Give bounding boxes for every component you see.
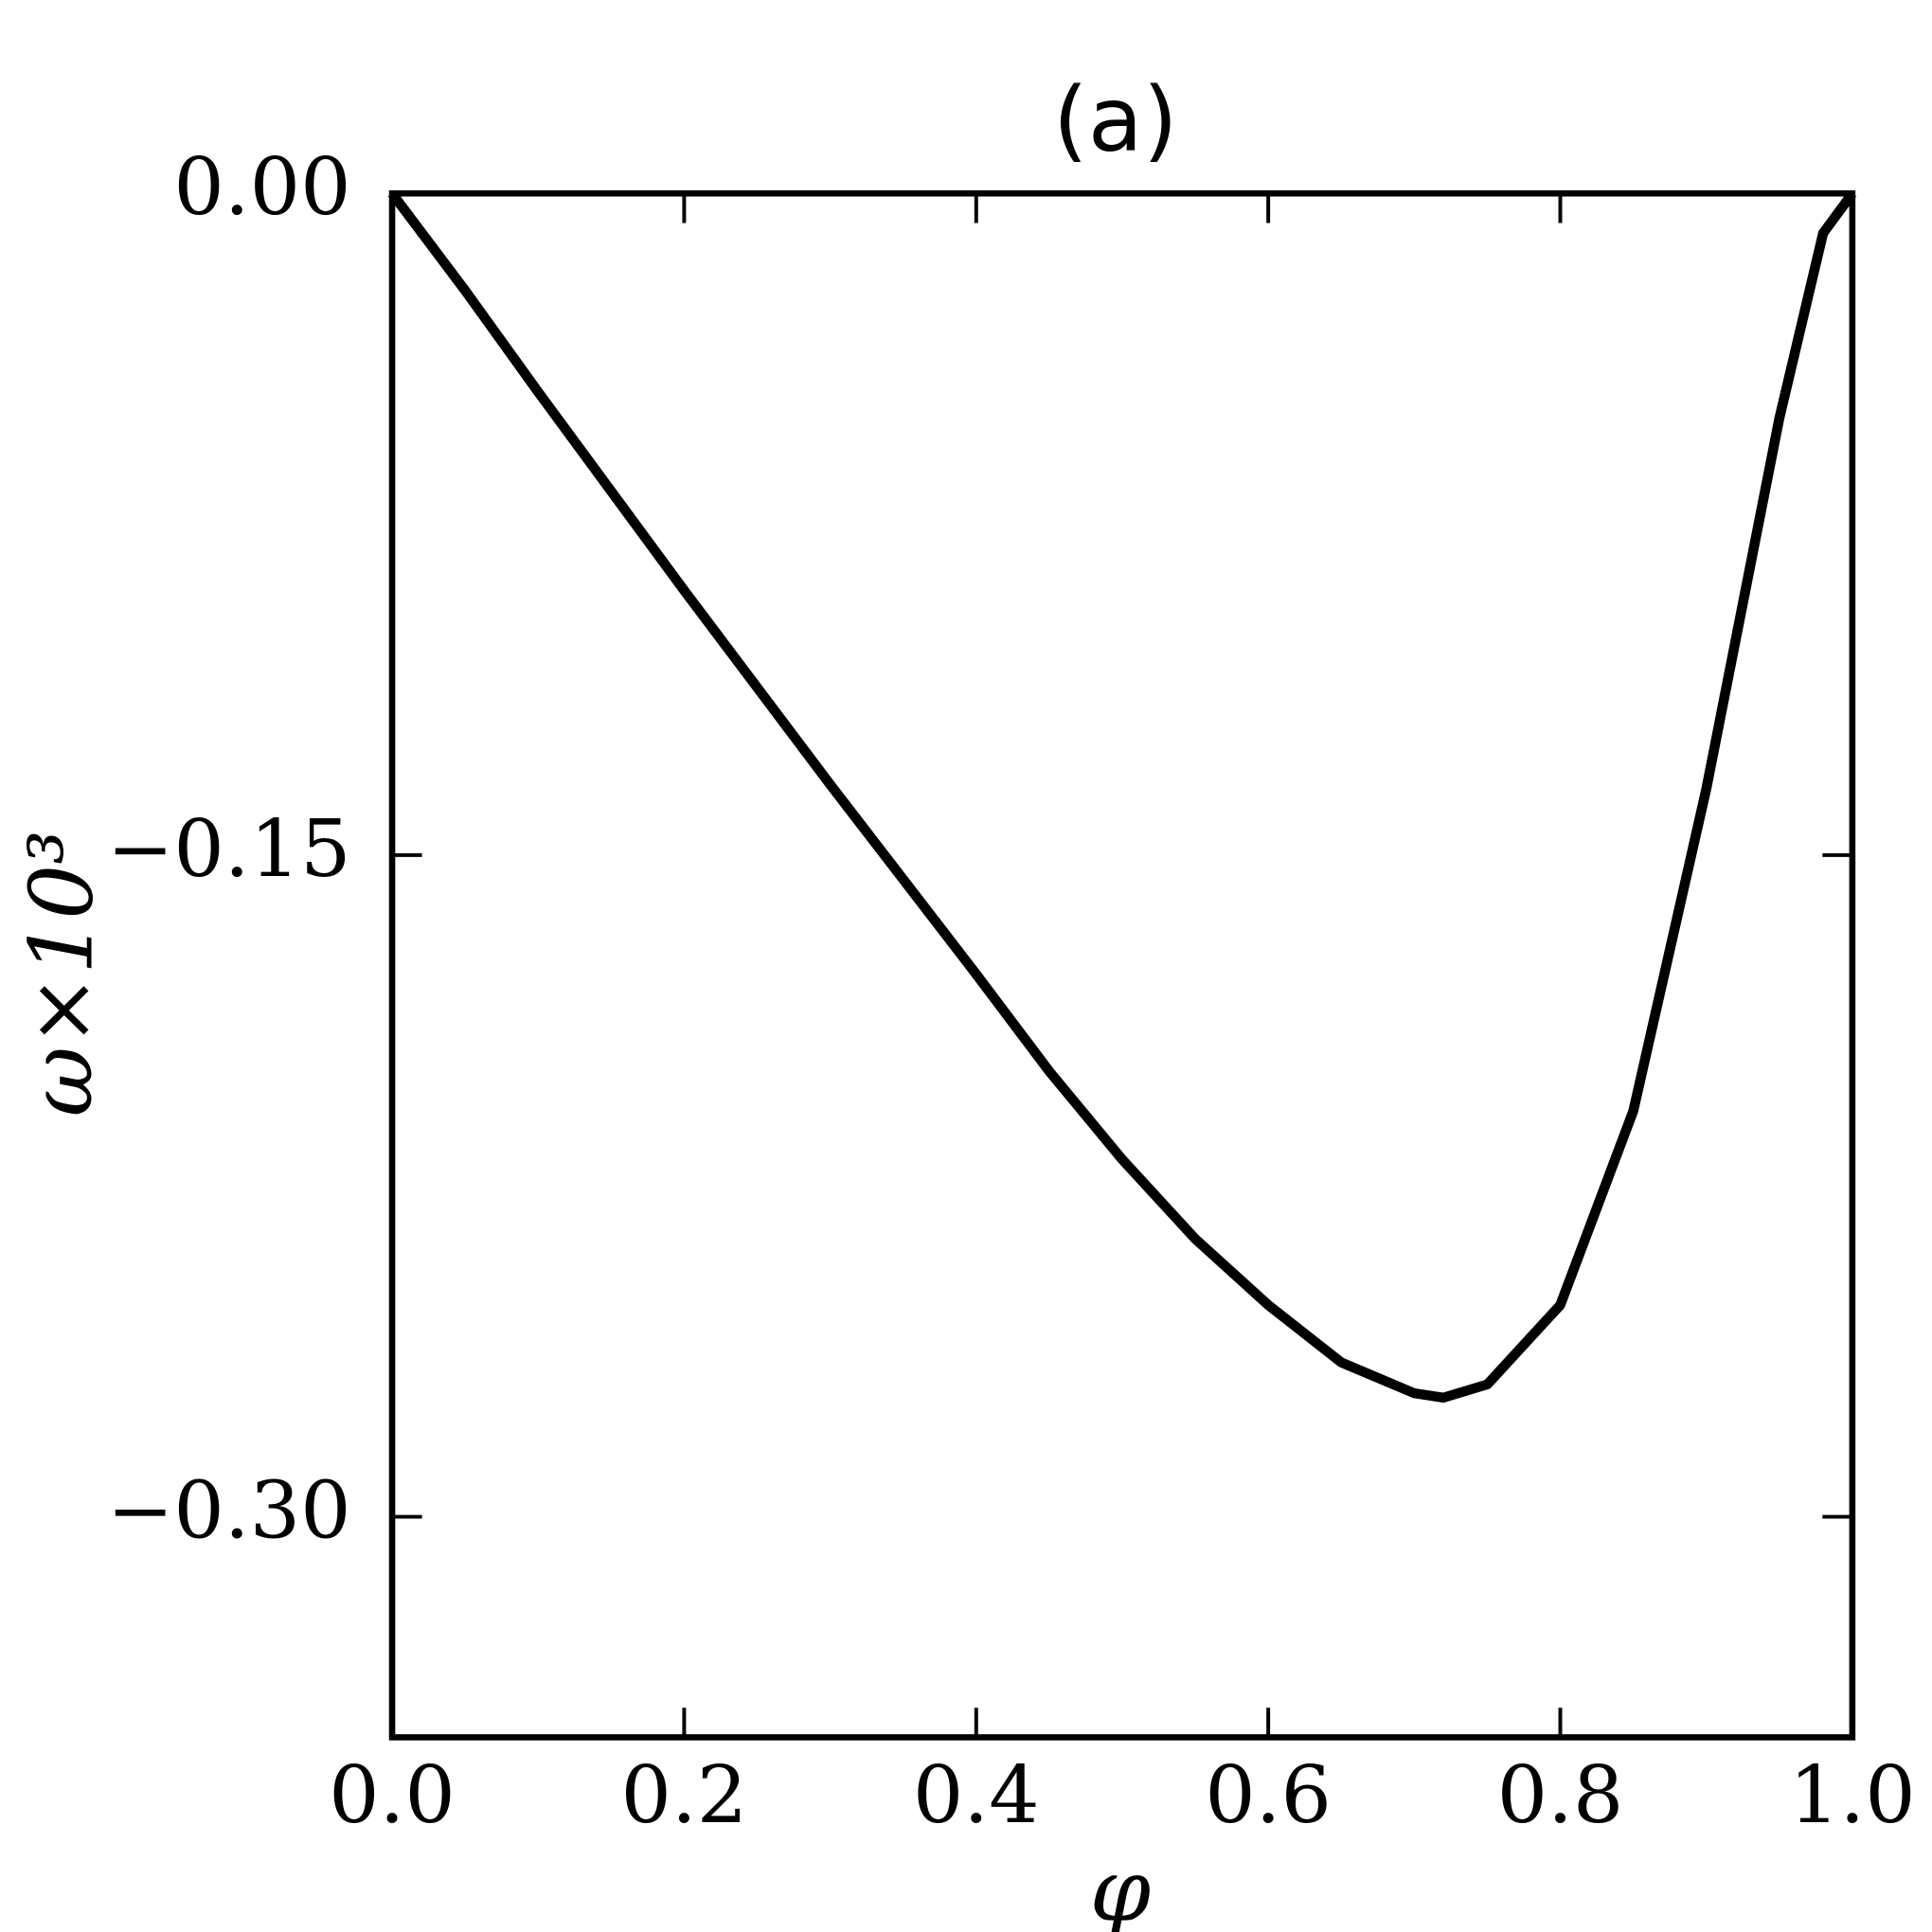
y-tick-label: 0.00 — [173, 141, 350, 233]
x-tick-label: 0.8 — [1497, 1748, 1624, 1840]
x-tick-label: 1.0 — [1789, 1748, 1916, 1840]
y-axis-label: ω×10³ — [10, 830, 113, 1117]
x-tick-label: 0.0 — [329, 1748, 456, 1840]
x-tick-label: 0.2 — [621, 1748, 748, 1840]
y-tick-label: −0.15 — [107, 802, 351, 894]
line-series — [387, 190, 1857, 1404]
chart-title: (a) — [1053, 69, 1178, 171]
x-axis-label: φ — [1090, 1840, 1151, 1932]
plot-frame — [388, 190, 1856, 1741]
x-tick-label: 0.6 — [1205, 1748, 1332, 1840]
y-tick-label: −0.30 — [107, 1464, 351, 1556]
x-tick-label: 0.4 — [913, 1748, 1040, 1840]
